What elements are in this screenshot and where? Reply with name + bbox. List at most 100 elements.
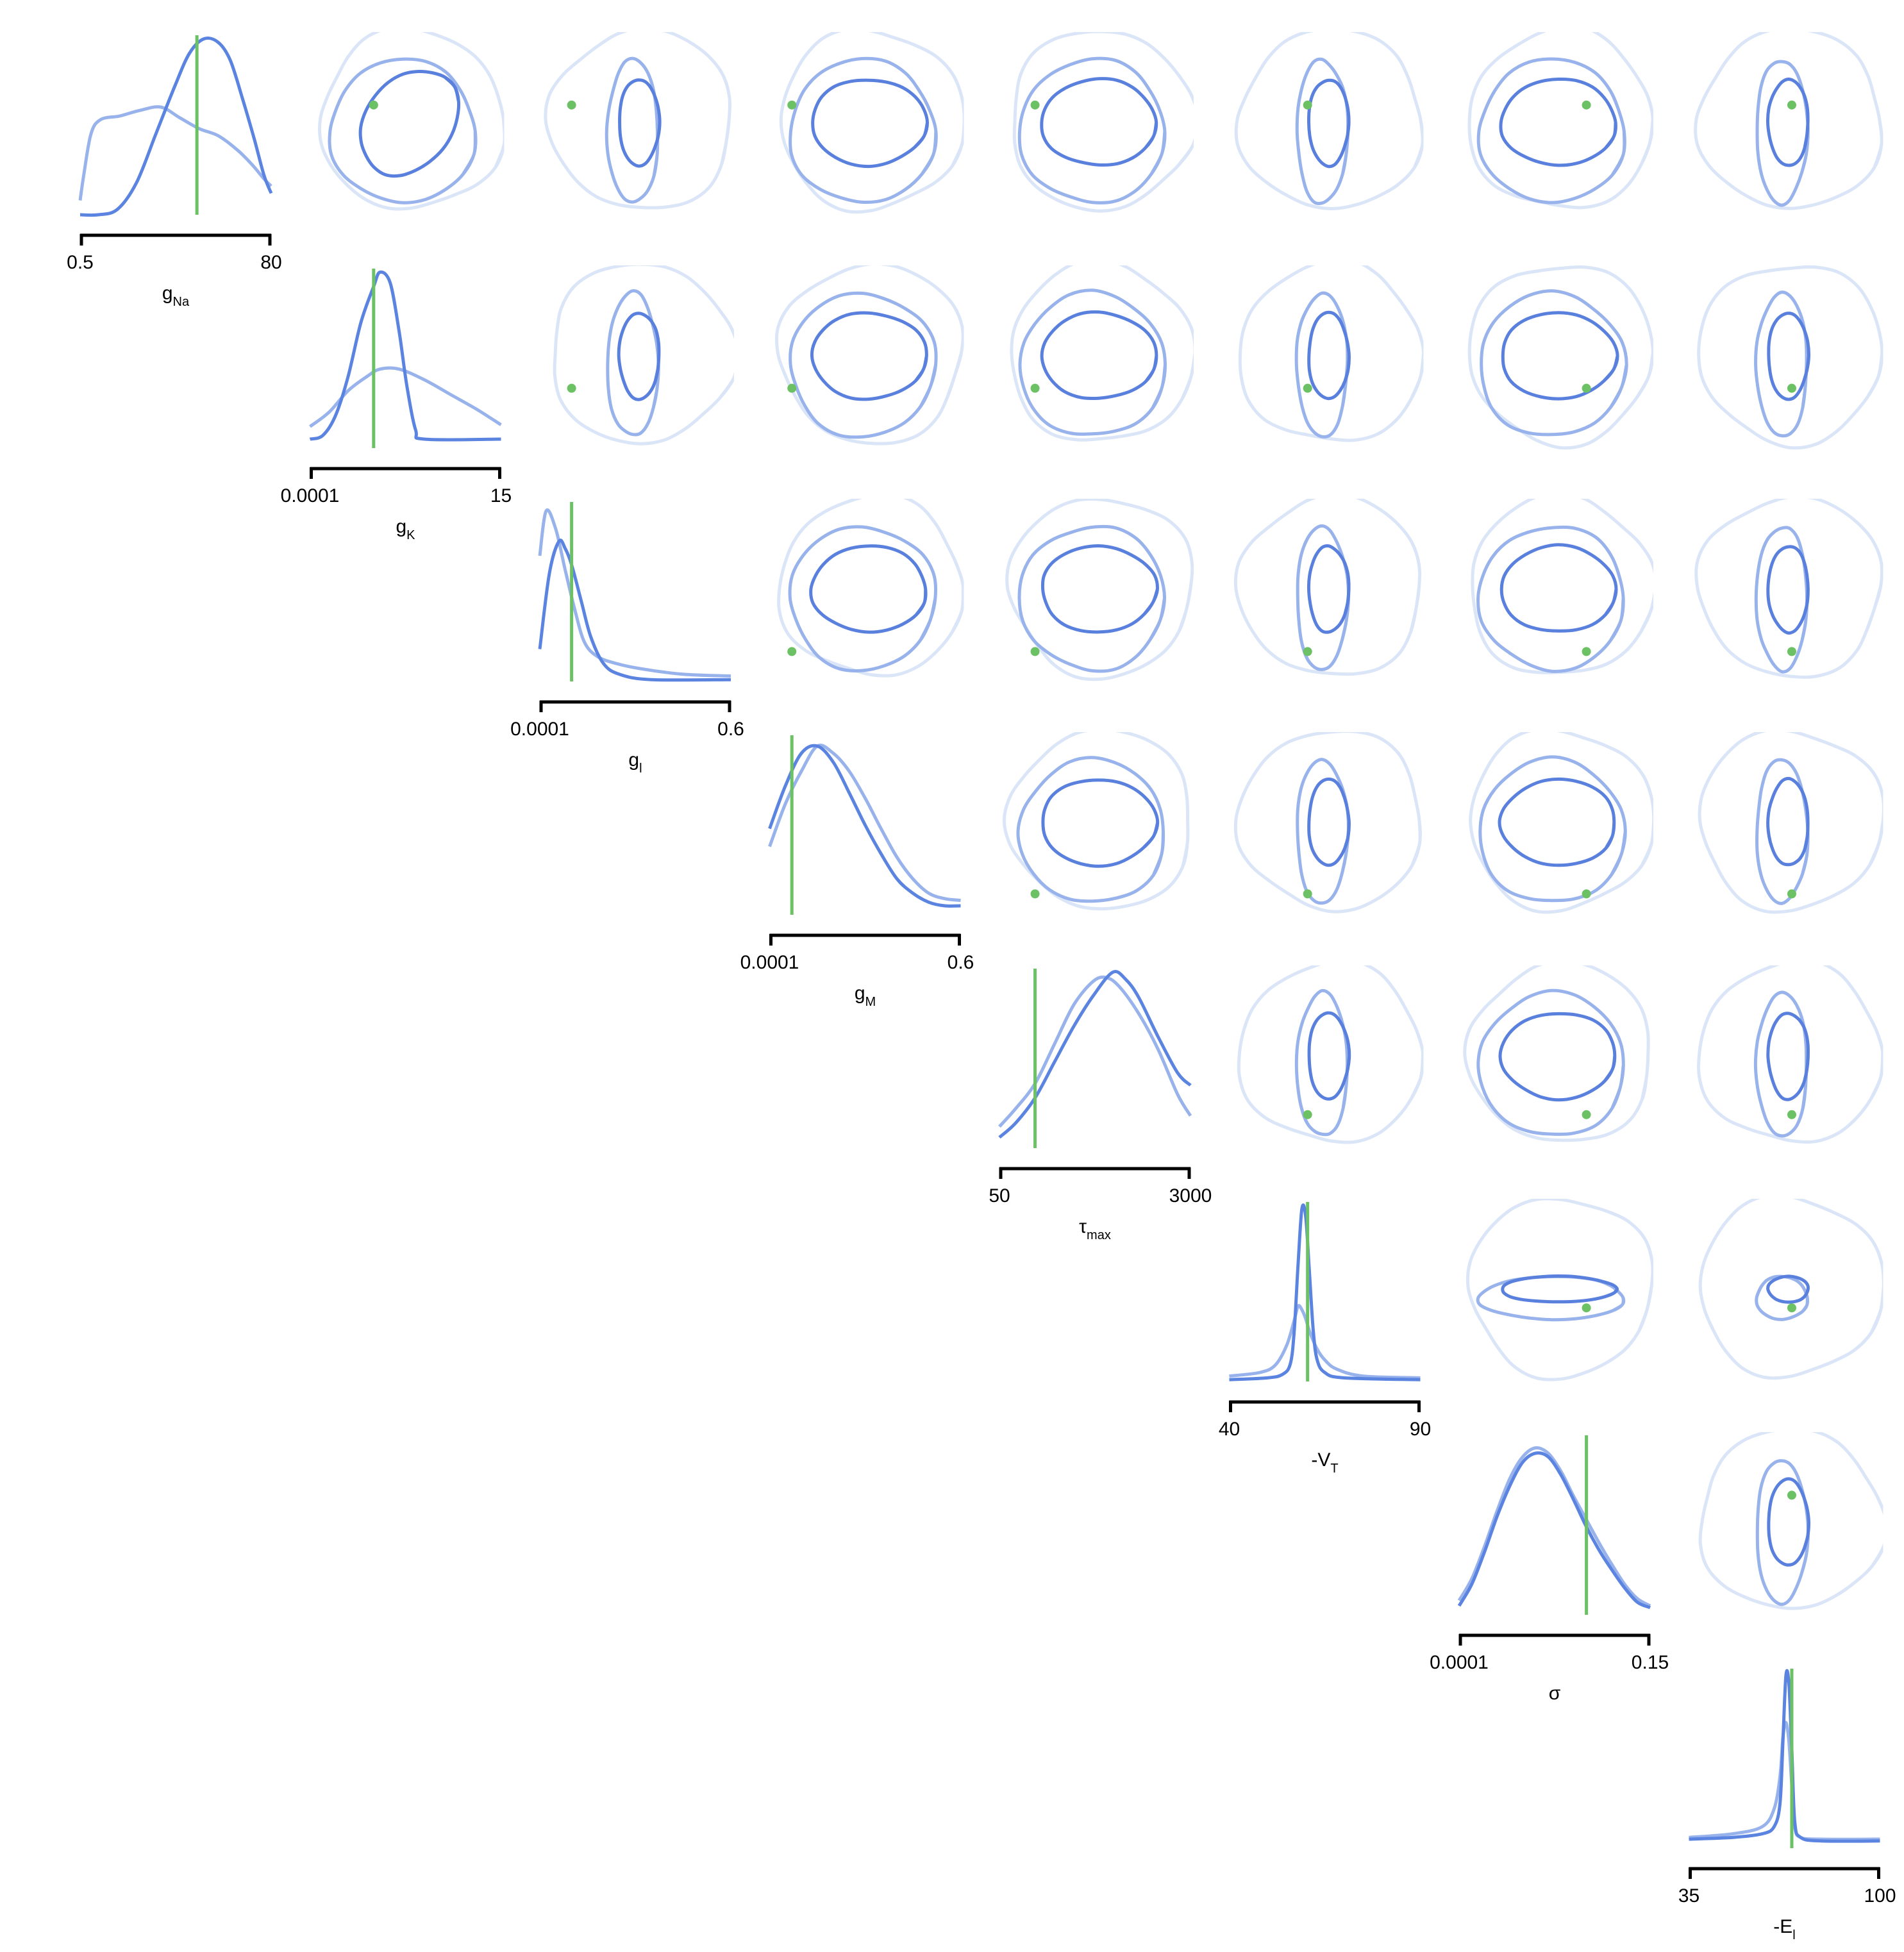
contour-inner [618, 78, 662, 168]
contour-inner [1307, 544, 1351, 634]
contour-inner [1499, 77, 1617, 167]
contour-inner [1498, 777, 1616, 867]
tick-label-max: 80 [260, 252, 281, 273]
contour-outer [1466, 1199, 1653, 1381]
axis-label-name: g [396, 516, 406, 537]
marginal-curve-light [78, 105, 272, 201]
true-value-point [1787, 1110, 1796, 1119]
marginal-vt: 40 90 -VT [1219, 1202, 1431, 1476]
tick-label-min: 0.0001 [740, 952, 799, 973]
pair-contour-2-3 [777, 499, 964, 678]
true-value-point [1787, 1490, 1796, 1500]
contour-mid [1476, 525, 1625, 673]
contour-mid [328, 57, 478, 204]
marginal-curve-dark [538, 538, 731, 682]
contour-inner [1767, 1477, 1811, 1567]
contour-outer [1467, 265, 1653, 450]
contour-inner [1499, 543, 1618, 633]
contour-inner [1307, 1011, 1351, 1101]
marginal-gm: 0.0001 0.6 gM [740, 735, 974, 1009]
true-value-point [1030, 647, 1040, 656]
true-value-point [1303, 383, 1312, 393]
tick-label-min: 0.0001 [1430, 1652, 1489, 1673]
tick-label-max: 90 [1410, 1419, 1431, 1440]
contour-outer [774, 265, 964, 446]
marginal-gk: 0.0001 15 gK [281, 269, 512, 542]
true-value-point [1787, 647, 1796, 656]
contour-outer [1238, 265, 1424, 442]
true-value-point [1303, 647, 1312, 656]
marginal-curve-light [538, 508, 731, 678]
true-value-point [369, 100, 378, 110]
contour-inner [1766, 545, 1810, 635]
pair-contour-0-1 [318, 32, 505, 211]
true-value-point [1787, 100, 1796, 110]
contour-outer [1698, 1432, 1883, 1610]
axis-label: τmax [1079, 1216, 1111, 1242]
tick-label-max: 15 [490, 485, 512, 506]
axis-label-subscript: K [406, 528, 415, 542]
marginal-curve-light [998, 975, 1192, 1128]
contour-outer [1010, 265, 1194, 442]
axis-label: -VT [1311, 1449, 1338, 1476]
marginal-curve-dark [1689, 1669, 1880, 1843]
tick-label-min: 0.0001 [281, 485, 340, 506]
axis-label-name: g [628, 749, 639, 771]
tick-label-max: 0.6 [717, 719, 744, 740]
contour-outer [1233, 499, 1421, 676]
true-value-point [1030, 383, 1040, 393]
contour-inner [1766, 1274, 1810, 1304]
contour-mid [788, 525, 938, 672]
pair-contour-2-7 [1694, 499, 1883, 679]
true-value-point [1303, 889, 1312, 899]
pair-contour-1-3 [774, 265, 964, 446]
axis-label-name: g [162, 283, 173, 304]
axis-label-subscript: T [1330, 1462, 1338, 1476]
contour-inner [811, 78, 930, 169]
marginal-curve-dark [309, 270, 501, 442]
contour-inner [810, 311, 928, 401]
contour-inner [1040, 544, 1159, 634]
contour-inner [1040, 310, 1158, 401]
marginal-el: 35 100 -El [1678, 1669, 1896, 1942]
contour-outer [1234, 32, 1424, 211]
marginal-curve-dark [79, 37, 273, 217]
tick-label-min: 0.5 [67, 252, 94, 273]
contour-inner [358, 69, 461, 178]
contour-mid [1480, 289, 1628, 437]
pair-contour-0-6 [1467, 32, 1653, 210]
marginal-max: 50 3000 τmax [989, 969, 1212, 1242]
contour-mid [1018, 288, 1167, 436]
marginal-gna: 0.5 80 gNa [67, 35, 282, 309]
contour-mid [1755, 1274, 1810, 1321]
contour-inner [1040, 77, 1158, 167]
pair-contour-1-7 [1697, 265, 1883, 450]
axis-label-subscript: M [865, 995, 876, 1009]
pair-contour-1-4 [1010, 265, 1194, 442]
true-value-point [1787, 889, 1796, 899]
pair-contour-0-3 [779, 32, 964, 214]
contour-inner [1766, 77, 1810, 167]
pair-contour-1-2 [553, 265, 734, 446]
contour-inner [1766, 776, 1810, 867]
contour-mid [789, 56, 938, 204]
contour-outer [1005, 499, 1194, 681]
axis-label: σ [1549, 1683, 1561, 1704]
contour-outer [1002, 732, 1190, 911]
contour-outer [1698, 1199, 1883, 1380]
contour-mid [1476, 57, 1626, 204]
axis-label: gl [628, 749, 642, 776]
contour-inner [617, 312, 661, 401]
true-value-point [1582, 889, 1591, 899]
marginal-: 0.0001 0.15 σ [1430, 1435, 1669, 1704]
axis-label: -El [1773, 1916, 1795, 1942]
contour-mid [1476, 989, 1625, 1136]
contour-outer [1237, 965, 1424, 1144]
pair-contour-2-4 [1005, 499, 1194, 681]
true-value-point [1303, 1110, 1312, 1119]
contour-mid [1017, 524, 1167, 673]
true-value-point [1303, 100, 1312, 110]
pair-contour-5-7 [1698, 1199, 1883, 1380]
contour-mid [606, 289, 660, 437]
